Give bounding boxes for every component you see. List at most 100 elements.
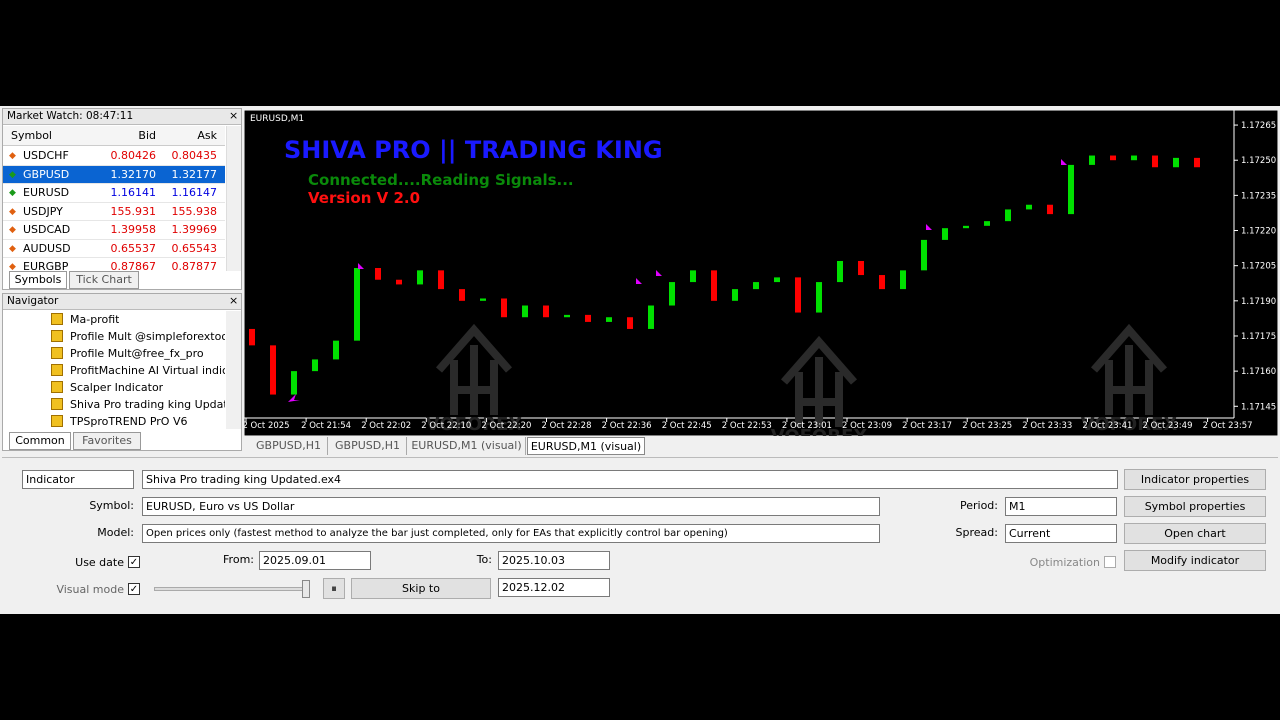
indicator-item[interactable]: ProfitMachine AI Virtual indicat xyxy=(3,362,225,379)
price-label: 1.17190 xyxy=(1241,297,1276,307)
bid: 0.87867 xyxy=(110,260,157,271)
candle xyxy=(837,260,843,283)
candle xyxy=(795,277,801,313)
bid: 0.80426 xyxy=(110,149,157,162)
indicator-icon xyxy=(51,381,63,393)
quote-row[interactable]: ◆ AUDUSD 0.65537 0.65543 xyxy=(3,240,225,258)
candle xyxy=(249,328,255,346)
symbol-dropdown[interactable]: EURUSD, Euro vs US Dollar xyxy=(142,497,880,516)
chart-tab[interactable]: EURUSD,M1 (visual) xyxy=(408,437,526,455)
tab[interactable]: Common xyxy=(9,432,71,450)
tab[interactable]: Favorites xyxy=(73,432,141,450)
tab[interactable]: Tick Chart xyxy=(69,271,139,289)
ask: 155.938 xyxy=(171,204,218,218)
chart-tab[interactable]: GBPUSD,H1 xyxy=(250,437,328,455)
candle xyxy=(984,221,990,226)
quote-row[interactable]: ◆ USDJPY 155.931 155.938 xyxy=(3,203,225,221)
symbol-properties-button[interactable]: Symbol properties xyxy=(1124,496,1266,517)
candle xyxy=(816,282,822,313)
signal-arrow xyxy=(634,276,642,284)
indicator-item[interactable]: Profile Mult@free_fx_pro xyxy=(3,345,225,362)
quote-row[interactable]: ◆ USDCHF 0.80426 0.80435 xyxy=(3,147,225,166)
symbol: USDJPY xyxy=(23,204,63,218)
visual-mode-checkbox[interactable]: ✓ xyxy=(128,583,140,595)
signal-arrows xyxy=(288,157,1067,402)
symbol: USDCAD xyxy=(23,223,71,236)
open-chart-button[interactable]: Open chart xyxy=(1124,523,1266,544)
indicator-icon xyxy=(51,347,63,359)
indicator-version: Version V 2.0 xyxy=(308,189,420,207)
tab[interactable]: Symbols xyxy=(9,271,67,289)
column-header[interactable]: Ask xyxy=(197,129,217,142)
speed-slider[interactable] xyxy=(154,587,310,591)
time-label: 2 Oct 22:53 xyxy=(722,421,772,431)
use-date-checkbox[interactable]: ✓ xyxy=(128,556,140,568)
candle xyxy=(1173,157,1179,168)
model-dropdown[interactable]: Open prices only (fastest method to anal… xyxy=(142,524,880,543)
candle xyxy=(354,268,360,341)
mode-dropdown[interactable]: Indicator xyxy=(22,470,134,489)
trend-icon: ◆ xyxy=(9,262,16,271)
column-header[interactable]: Bid xyxy=(138,129,156,142)
time-label: 2 Oct 21:54 xyxy=(301,421,351,431)
period-dropdown[interactable]: M1 xyxy=(1005,497,1117,516)
watermark: VOFOREX xyxy=(426,414,523,435)
indicator-item[interactable]: Shiva Pro trading king Updated xyxy=(3,396,225,413)
candle xyxy=(732,289,738,301)
candle xyxy=(375,268,381,280)
indicator-item[interactable]: TPSproTREND PrO V6 xyxy=(3,413,225,429)
modify-indicator-button[interactable]: Modify indicator xyxy=(1124,550,1266,571)
scrollbar[interactable] xyxy=(226,311,241,429)
price-chart: EURUSD,M1 VOFOREX VOFOREX VOFOREX SHIVA PR… xyxy=(244,110,1278,436)
indicator-item[interactable]: Profile Mult @simpleforextools xyxy=(3,328,225,345)
quote-row[interactable]: ◆ USDCAD 1.39958 1.39969 xyxy=(3,221,225,240)
ask: 1.16147 xyxy=(171,186,218,199)
panel-title: Market Watch: 08:47:11 xyxy=(3,109,241,125)
field-label: To: xyxy=(476,553,492,566)
column-header[interactable]: Symbol xyxy=(11,129,52,142)
bid: 155.931 xyxy=(110,204,157,218)
field-label: Symbol: xyxy=(89,499,134,512)
price-label: 1.17220 xyxy=(1241,227,1276,237)
chart-tab[interactable]: GBPUSD,H1 xyxy=(329,437,407,455)
quote-row[interactable]: ◆ EURGBP 0.87867 0.87877 xyxy=(3,258,225,271)
trend-icon: ◆ xyxy=(9,206,16,217)
trend-icon: ◆ xyxy=(9,151,16,161)
quote-rows: ◆ USDCHF 0.80426 0.80435 ◆ GBPUSD 1.32170 1.321… xyxy=(3,147,225,271)
candle xyxy=(1026,204,1032,210)
checkbox-label: Visual mode xyxy=(56,583,124,596)
indicator-item[interactable]: Ma-profit xyxy=(3,311,225,328)
watermark-logo xyxy=(435,323,513,415)
optimization-checkbox[interactable] xyxy=(1104,556,1116,568)
time-label: 2 Oct 22:36 xyxy=(602,421,652,431)
from-date[interactable]: 2025.09.01 xyxy=(259,551,371,570)
bid: 0.65537 xyxy=(110,241,157,255)
bid: 1.39958 xyxy=(110,223,157,236)
symbol: USDCHF xyxy=(23,149,69,162)
spread-dropdown[interactable]: Current xyxy=(1005,524,1117,543)
indicator-item[interactable]: Scalper Indicator xyxy=(3,379,225,396)
indicator-dropdown[interactable]: Shiva Pro trading king Updated.ex4 xyxy=(142,470,1118,489)
to-date[interactable]: 2025.10.03 xyxy=(498,551,610,570)
ask: 0.65543 xyxy=(171,241,218,255)
indicator-status: Connected....Reading Signals... xyxy=(308,171,574,189)
quote-row[interactable]: ◆ EURUSD 1.16141 1.16147 xyxy=(3,184,225,203)
chart-tab[interactable]: EURUSD,M1 (visual) xyxy=(527,437,645,455)
checkbox-label: Use date xyxy=(75,556,124,569)
pause-button[interactable]: ⏸ xyxy=(323,578,345,599)
indicator-properties-button[interactable]: Indicator properties xyxy=(1124,469,1266,490)
candle xyxy=(1089,155,1095,165)
close-button[interactable]: × xyxy=(229,294,239,307)
candle xyxy=(312,359,318,372)
close-button[interactable]: × xyxy=(229,109,239,122)
skip-date[interactable]: 2025.12.02 xyxy=(498,578,610,597)
slider-thumb[interactable] xyxy=(302,580,310,598)
time-label: 2 Oct 23:41 xyxy=(1082,421,1132,431)
quote-row[interactable]: ◆ GBPUSD 1.32170 1.32177 xyxy=(3,165,225,184)
candle xyxy=(396,279,402,285)
field-label: Period: xyxy=(959,499,998,512)
candle xyxy=(648,305,654,329)
skip-to-button[interactable]: Skip to xyxy=(351,578,491,599)
scrollbar[interactable] xyxy=(226,126,241,271)
time-label: 2 Oct 22:45 xyxy=(662,421,712,431)
